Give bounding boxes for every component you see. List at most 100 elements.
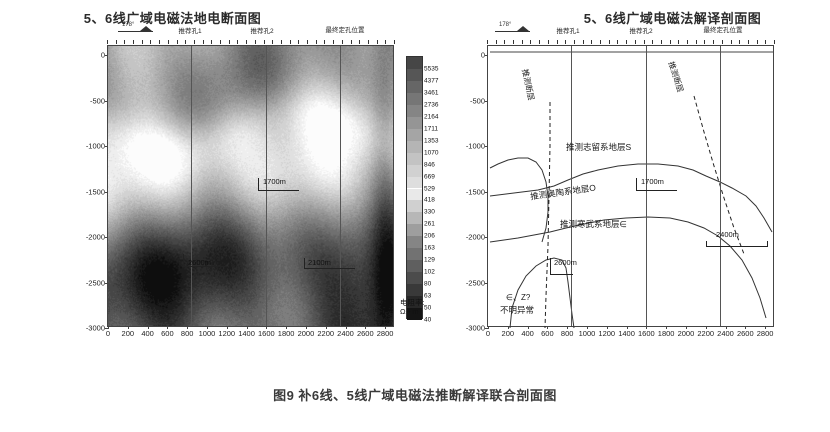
station-tick (202, 40, 204, 44)
station-tick (376, 40, 378, 44)
station-tick (774, 40, 775, 44)
left-xtickmark (325, 326, 327, 329)
station-tick (547, 40, 549, 44)
left-xtickmark (365, 326, 367, 329)
colorbar-tick-label: 2736 (424, 101, 439, 109)
station-tick (487, 40, 488, 44)
left-ytickmark (105, 237, 108, 239)
borehole-label-right-2: 推荐孔2 (629, 28, 653, 35)
colorbar-segment (407, 104, 422, 117)
colorbar-tick-label: 206 (424, 232, 435, 240)
colorbar-tick-label: 102 (424, 268, 435, 276)
colorbar-tick-label: 1353 (424, 137, 439, 145)
colorbar-segment (407, 236, 422, 249)
right-xtick-label: 1600 (638, 329, 655, 338)
left-ytick-label: -500 (89, 96, 105, 106)
station-tick (333, 40, 335, 44)
station-tick (600, 40, 602, 44)
right-xtickmark (646, 326, 648, 329)
left-xtick-label: 200 (121, 329, 135, 338)
left-ytick-label: -3000 (85, 323, 105, 333)
slope-angle-label-right: 178° (499, 22, 512, 28)
anno-unknown-code: ∈、Z? (506, 293, 531, 302)
depth-label-1700: 1700m (263, 177, 286, 186)
station-tick (704, 40, 706, 44)
colorbar-tick-label: 80 (424, 280, 432, 288)
right-xtick-label: 1200 (598, 329, 616, 338)
borehole-vline-1 (191, 46, 192, 326)
colorbar-tick-label: 1711 (424, 125, 438, 133)
left-xtickmark (385, 326, 387, 329)
left-panel: 5、6线广域电磁法地电断面图 178° 推荐孔1 推荐孔2 最终定孔位置 170… (0, 0, 465, 360)
station-tick (504, 40, 506, 44)
station-tick (539, 40, 541, 44)
borehole-vline-right-1 (571, 46, 572, 326)
depth-label-2100: 2100m (308, 258, 331, 267)
right-xtick-label: 400 (521, 329, 534, 338)
station-tick (660, 40, 662, 44)
left-xtick-label: 2600 (356, 329, 374, 338)
right-station-ticks (487, 34, 775, 44)
colorbar-segment (407, 68, 422, 81)
right-xtickmark (547, 326, 549, 329)
scalebar-label: 2400m (716, 230, 739, 239)
right-xtickmark (606, 326, 608, 329)
right-xtickmark (685, 326, 687, 329)
right-xtick-label: 2000 (677, 329, 695, 338)
right-xtick-label: 1400 (618, 329, 635, 338)
colorbar-segment (407, 296, 422, 309)
station-tick (298, 40, 300, 44)
borehole-label-right-3: 最终定孔位置 (703, 27, 743, 34)
colorbar-segment (407, 152, 422, 165)
left-xtickmark (187, 326, 189, 329)
resistivity-section-plot: 1700m 2100m 2600m 0 200 400 600 800 1000 1200 1… (86, 45, 394, 338)
station-tick (167, 40, 169, 44)
left-ytickmark (105, 55, 108, 57)
borehole-vline-2 (266, 46, 267, 326)
right-xtickmark (586, 326, 588, 329)
colorbar-segment (407, 272, 422, 285)
left-station-ticks (107, 34, 395, 44)
left-xtick-label: 1000 (198, 329, 216, 338)
depth-mark-right-2600 (550, 258, 573, 275)
colorbar-tick-label: 669 (424, 173, 435, 181)
station-tick (107, 40, 108, 44)
station-tick (513, 40, 515, 44)
right-ytickmark (485, 328, 488, 329)
station-tick (280, 40, 282, 44)
right-ytick-label: -500 (469, 96, 485, 106)
depth-mark-2100 (304, 258, 355, 269)
left-xtickmark (305, 326, 307, 329)
right-xtickmark (725, 326, 727, 329)
station-tick (394, 40, 395, 44)
left-ytickmark (105, 146, 108, 148)
colorbar-segment (407, 212, 422, 225)
colorbar-tick-label: 129 (424, 256, 435, 264)
station-tick (124, 40, 126, 44)
left-xtick-label: 800 (180, 329, 194, 338)
station-tick (739, 40, 741, 44)
hut-icon-right (517, 26, 529, 31)
right-ytick-label: -3000 (465, 323, 485, 333)
left-xtickmark (226, 326, 228, 329)
resistivity-image (108, 46, 393, 326)
borehole-vline-right-2 (646, 46, 647, 326)
colorbar-segment (407, 164, 422, 177)
hut-base (137, 31, 153, 32)
station-tick (115, 40, 117, 44)
colorbar-segment (407, 128, 422, 141)
left-xtick-label: 1200 (218, 329, 236, 338)
station-tick (713, 40, 715, 44)
left-xtick-label: 2400 (337, 329, 354, 338)
left-xtickmark (266, 326, 268, 329)
colorbar-segment (407, 140, 422, 153)
station-tick (556, 40, 558, 44)
left-panel-title: 5、6线广域电磁法地电断面图 (83, 11, 262, 26)
anno-silurian: 推测志留系地层S (566, 142, 632, 152)
depth-mark-right-1700 (636, 178, 677, 191)
right-xtickmark (567, 326, 569, 329)
colorbar-tick-label: 4377 (424, 77, 439, 85)
station-tick (678, 40, 680, 44)
station-tick (643, 40, 645, 44)
station-tick (324, 40, 326, 44)
